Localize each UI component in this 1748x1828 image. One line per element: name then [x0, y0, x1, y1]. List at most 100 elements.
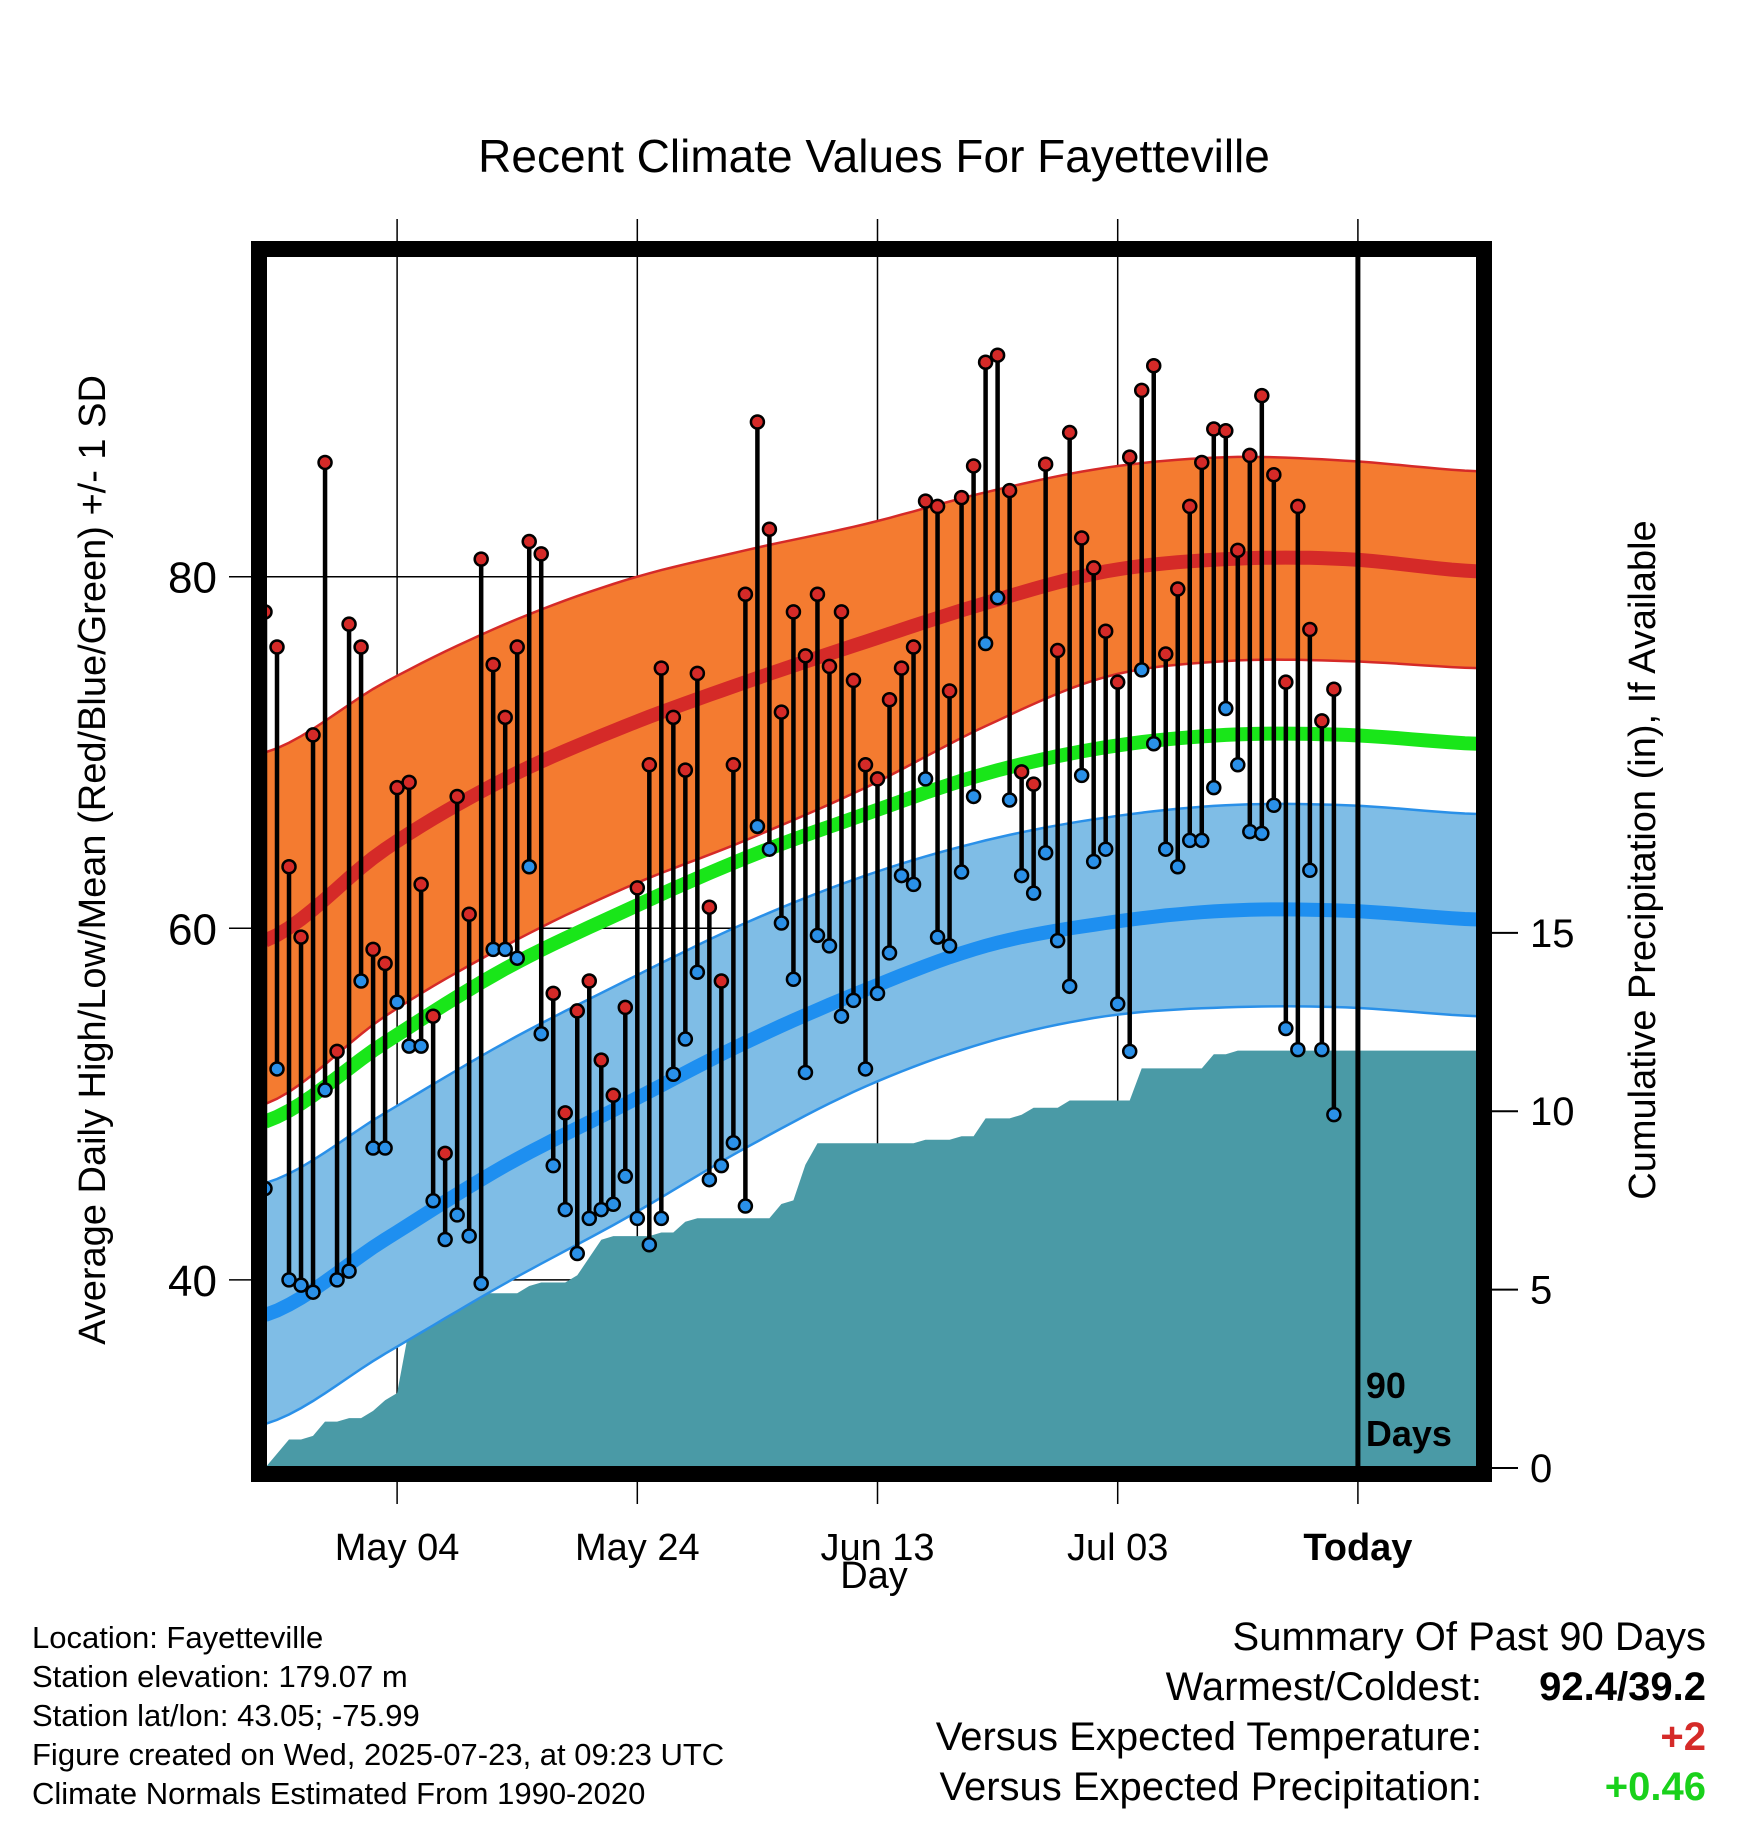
high-sd-upper-edge — [265, 455, 1478, 754]
low-point — [1206, 779, 1222, 796]
y2-tick-label: 15 — [1530, 912, 1575, 956]
high-point — [545, 985, 561, 1002]
x-tick-label: May 24 — [575, 1527, 700, 1569]
high-point — [605, 1087, 622, 1104]
low-point — [1097, 841, 1114, 857]
high-point — [461, 906, 477, 922]
high-point — [1278, 674, 1294, 690]
high-point — [473, 551, 489, 567]
low-point — [809, 927, 826, 944]
low-point — [413, 1038, 429, 1054]
high-point — [641, 757, 658, 773]
high-point — [1230, 542, 1246, 559]
low-point — [1013, 867, 1030, 884]
x-tick-label: Jul 03 — [1067, 1527, 1168, 1569]
high-point — [953, 489, 970, 506]
low-point — [653, 1210, 670, 1227]
x-tick-label: May 04 — [335, 1527, 460, 1569]
high-point — [341, 616, 357, 632]
low-point — [353, 973, 369, 989]
low-point — [425, 1193, 441, 1209]
low-point — [389, 994, 405, 1010]
high-point — [365, 941, 381, 958]
high-point — [965, 458, 982, 474]
low-point — [377, 1140, 393, 1156]
low-point — [545, 1157, 561, 1174]
high-point — [1290, 498, 1306, 515]
high-point — [653, 660, 670, 676]
low-point — [437, 1231, 453, 1248]
high-point — [977, 354, 994, 370]
station-info: Location: Fayetteville Station elevation… — [32, 1618, 932, 1813]
high-point — [485, 656, 501, 673]
x-tick-label: Today — [1303, 1527, 1412, 1569]
low-point — [293, 1277, 309, 1293]
high-point — [761, 521, 778, 537]
low-point — [1073, 767, 1090, 784]
precip-value: +0.46 — [1604, 1765, 1706, 1809]
low-point — [869, 985, 886, 1002]
high-point — [1302, 621, 1318, 638]
low-point — [617, 1168, 634, 1184]
low-point — [1121, 1043, 1138, 1060]
low-point — [581, 1210, 598, 1227]
high-point — [1001, 482, 1018, 499]
low-point — [629, 1210, 646, 1227]
high-point — [773, 704, 790, 720]
low-point — [701, 1171, 718, 1188]
plot-area: 90 Days 40 60 80 0 5 10 15 May 04 May 24 Jun 13 Jul … — [168, 219, 1575, 1569]
low-point — [1061, 978, 1078, 995]
normal-high-line — [265, 550, 1478, 947]
low-point — [1254, 825, 1270, 842]
low-point — [1218, 700, 1234, 717]
low-point — [1049, 932, 1066, 949]
low-point — [305, 1284, 321, 1300]
low-point — [953, 864, 970, 880]
chart-title: Recent Climate Values For Fayetteville — [478, 130, 1270, 182]
low-point — [1037, 844, 1054, 861]
high-point — [1109, 674, 1126, 690]
precip-label: Versus Expected Precipitation: — [939, 1765, 1482, 1809]
high-point — [845, 672, 862, 689]
low-point — [1109, 996, 1126, 1012]
high-point — [821, 658, 838, 675]
high-point — [1157, 646, 1174, 662]
low-point — [965, 788, 982, 805]
low-point — [1314, 1041, 1330, 1058]
high-point — [1061, 424, 1078, 441]
high-point — [1194, 454, 1210, 471]
high-point — [797, 648, 814, 664]
precip-area — [265, 1050, 1478, 1468]
high-point — [1073, 530, 1090, 546]
low-point — [1025, 885, 1042, 901]
high-point — [809, 586, 826, 603]
low-sd-band — [265, 803, 1478, 1425]
temp-value: +2 — [1660, 1715, 1706, 1759]
low-point — [329, 1272, 345, 1288]
low-point — [845, 992, 862, 1009]
high-point — [1025, 776, 1042, 792]
low-point — [1133, 662, 1150, 678]
high-point — [293, 929, 309, 945]
low-point — [989, 590, 1006, 606]
low-point — [1230, 757, 1246, 773]
y-tick-label: 60 — [168, 905, 217, 954]
high-point — [881, 692, 898, 708]
high-point — [713, 973, 730, 989]
low-point — [677, 1031, 694, 1047]
high-point — [785, 604, 802, 620]
high-point — [1037, 456, 1054, 472]
high-point — [1326, 681, 1342, 697]
x-tick-label: Jun 13 — [820, 1527, 934, 1569]
low-point — [641, 1236, 658, 1253]
high-point — [1242, 447, 1258, 464]
high-point — [677, 762, 694, 778]
high-point — [833, 604, 850, 620]
high-point — [1049, 642, 1066, 659]
high-point — [893, 660, 910, 676]
y2-axis-label: Cumulative Precipitation (in), If Availa… — [1622, 520, 1664, 1199]
warm-cold-value: 92.4/39.2 — [1539, 1665, 1706, 1709]
normals-text: Climate Normals Estimated From 1990-2020 — [32, 1776, 646, 1811]
y-axis-label: Average Daily High/Low/Mean (Red/Blue/Gr… — [72, 375, 114, 1345]
low-point — [1170, 859, 1186, 875]
